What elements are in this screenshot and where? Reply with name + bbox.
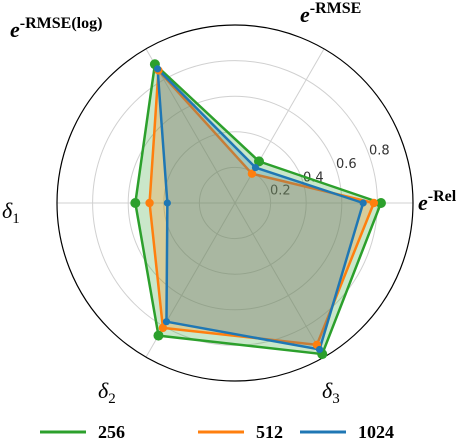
series-512-point — [247, 169, 257, 178]
grid-spoke — [234, 202, 325, 358]
legend-item-512: 512 — [198, 422, 283, 442]
series-1024-point — [251, 163, 260, 172]
series-1024-point — [163, 199, 171, 207]
axis-label-base: δ — [322, 378, 333, 403]
series-256-point — [130, 198, 141, 208]
axis-label: δ2 — [98, 378, 116, 407]
axis-label-sup: -RMSE(log) — [20, 15, 103, 32]
axis-label-base: e — [300, 2, 310, 27]
axis-label: e-RMSE — [300, 0, 361, 27]
series-512-point — [145, 198, 154, 208]
axis-label-sup: -Rel — [428, 188, 457, 205]
axis-label: e-RMSE(log) — [10, 15, 102, 42]
axis-label: e-Rel — [418, 188, 457, 215]
legend-label: 256 — [98, 422, 125, 442]
axis-label-base: δ — [2, 198, 13, 223]
legend-item-1024: 1024 — [300, 422, 394, 442]
axis-label-base: e — [418, 190, 428, 215]
axis-label-sub: 3 — [332, 391, 340, 407]
axis-label: δ3 — [322, 378, 340, 407]
legend: 256 512 1024 — [40, 422, 394, 442]
axis-label-sub: 2 — [108, 391, 116, 407]
series-layer — [130, 59, 386, 360]
radial-tick-label: 0.6 — [336, 157, 357, 172]
series-1024-point — [153, 65, 162, 73]
series-1024-polygon — [156, 67, 365, 351]
outer-frame — [56, 24, 414, 382]
series-256-point — [153, 330, 164, 341]
axis-label-sub: 1 — [12, 211, 20, 227]
legend-label: 1024 — [358, 422, 394, 442]
series-1024-point — [315, 345, 324, 354]
legend-item-256: 256 — [40, 422, 125, 442]
axis-label: δ1 — [2, 198, 20, 227]
series-1024-point — [162, 318, 171, 326]
series-1024-point — [359, 199, 367, 207]
series-256-point — [375, 198, 386, 208]
series-512-point — [158, 323, 168, 333]
series-256-point — [254, 156, 265, 167]
radial-tick-label: 0.8 — [369, 144, 390, 159]
axis-label-base: e — [10, 17, 20, 42]
axis-label-base: δ — [98, 378, 109, 403]
series-512-point — [369, 198, 379, 208]
axis-label-sup: -RMSE — [310, 0, 362, 17]
radial-tick-label: 0.2 — [270, 184, 291, 199]
legend-label: 512 — [256, 422, 283, 442]
